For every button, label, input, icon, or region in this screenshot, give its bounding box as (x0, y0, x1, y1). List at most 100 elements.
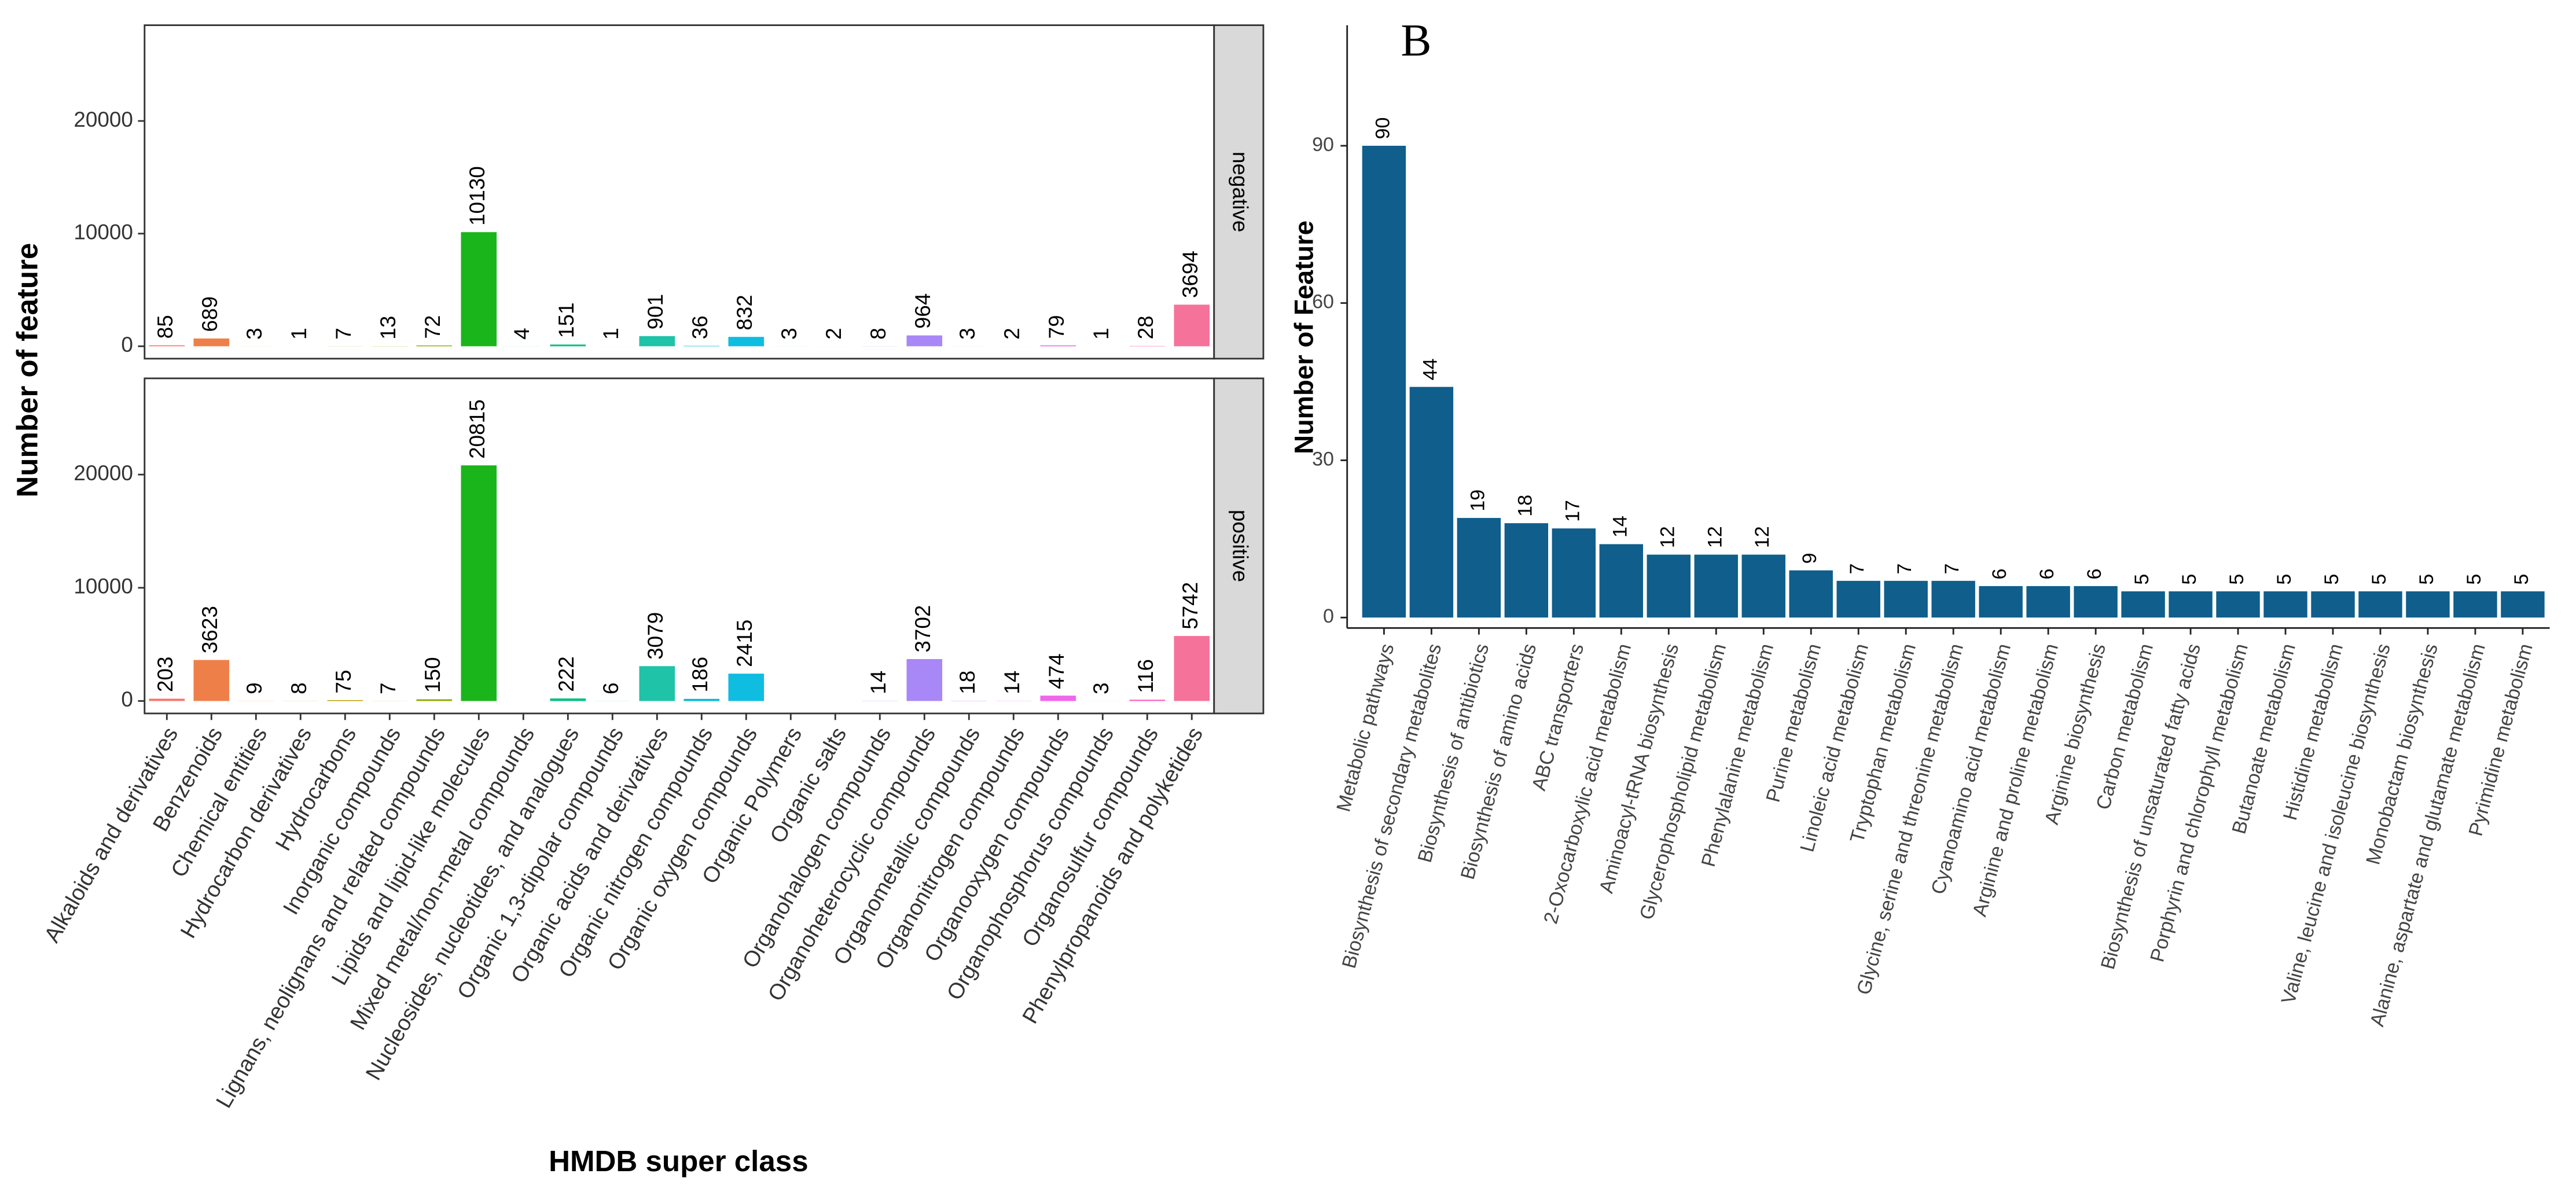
bar (461, 232, 497, 347)
value-label: 5 (2416, 574, 2438, 585)
bar (906, 659, 943, 701)
value-label: 1 (287, 328, 311, 340)
value-label: 5742 (1178, 582, 1202, 630)
bar (1040, 696, 1076, 701)
y-tick-label: 30 (1312, 448, 1334, 470)
value-label: 5 (2178, 574, 2200, 585)
bar (1741, 554, 1785, 618)
value-label: 3 (1089, 682, 1113, 694)
bar (2453, 591, 2497, 618)
value-label: 116 (1134, 659, 1157, 693)
bar (1694, 554, 1738, 618)
value-label: 90 (1372, 117, 1394, 139)
value-label: 1 (599, 328, 623, 340)
bar (416, 699, 453, 701)
value-label: 12 (1656, 526, 1678, 548)
bar (2026, 586, 2070, 618)
value-label: 13 (376, 316, 400, 340)
bar (1836, 580, 1880, 618)
value-label: 6 (599, 682, 623, 694)
bar (461, 465, 497, 701)
value-label: 689 (198, 296, 222, 332)
bar (906, 335, 943, 347)
value-label: 5 (2511, 574, 2533, 585)
value-label: 6 (2083, 569, 2105, 580)
bar (327, 700, 363, 701)
bar (1504, 523, 1549, 618)
bar (728, 337, 765, 347)
value-label: 7 (1894, 564, 1916, 575)
y-tick-label: 20000 (74, 461, 133, 485)
value-label: 8 (287, 682, 311, 694)
value-label: 28 (1134, 315, 1157, 339)
y-tick-label: 10000 (74, 575, 133, 598)
bar (683, 698, 720, 701)
bar (683, 345, 720, 347)
value-label: 5 (2368, 574, 2390, 585)
panel-frame (144, 377, 1215, 715)
value-label: 150 (421, 657, 444, 693)
value-label: 12 (1751, 526, 1773, 548)
value-label: 901 (644, 294, 667, 330)
bar (149, 345, 185, 347)
value-label: 3 (777, 328, 801, 340)
value-label: 2 (822, 328, 846, 340)
value-label: 19 (1467, 490, 1489, 512)
bar (550, 344, 586, 347)
panel-frame (144, 24, 1215, 360)
value-label: 85 (153, 315, 177, 339)
bar (1040, 345, 1076, 347)
bar (416, 345, 453, 347)
value-label: 222 (554, 656, 578, 692)
bar (1647, 554, 1691, 618)
value-label: 3702 (911, 605, 935, 653)
value-label: 474 (1045, 653, 1068, 689)
value-label: 4 (510, 328, 534, 340)
bar (1129, 345, 1166, 347)
bar (1884, 580, 1928, 618)
bar (550, 698, 586, 701)
bar (2501, 591, 2545, 618)
value-label: 2 (1000, 328, 1024, 340)
bar (1552, 528, 1596, 618)
bar (1174, 636, 1210, 701)
value-label: 3694 (1178, 251, 1202, 298)
value-label: 1 (1089, 328, 1113, 340)
bar (1457, 518, 1501, 618)
value-label: 18 (1514, 495, 1536, 517)
value-label: 3 (242, 328, 266, 340)
facet-label: negative (1229, 152, 1252, 232)
bar (1979, 586, 2023, 618)
value-label: 18 (956, 671, 979, 694)
value-label: 3623 (198, 606, 222, 653)
facet-strip (1213, 377, 1265, 715)
bar (149, 698, 185, 701)
value-label: 7 (1846, 564, 1868, 575)
bar (1129, 700, 1166, 701)
bar (1789, 570, 1833, 618)
value-label: 9 (242, 682, 266, 694)
facet-label: positive (1229, 510, 1252, 582)
value-label: 5 (2226, 574, 2248, 585)
value-label: 10130 (465, 166, 489, 226)
y-axis-title: Number of Feature (1289, 220, 1319, 454)
value-label: 44 (1419, 358, 1441, 380)
value-label: 20815 (465, 399, 489, 459)
value-label: 8 (866, 328, 890, 340)
value-label: 7 (332, 328, 355, 340)
y-tick-label: 0 (1323, 605, 1334, 627)
y-tick-label: 0 (121, 333, 133, 356)
value-label: 12 (1704, 526, 1726, 548)
value-label: 3 (956, 328, 979, 340)
value-label: 964 (911, 293, 935, 329)
bar (2121, 591, 2165, 618)
value-label: 36 (688, 315, 712, 339)
value-label: 151 (554, 303, 578, 339)
bar (639, 336, 675, 347)
value-label: 832 (733, 295, 756, 330)
bar (2406, 591, 2450, 618)
value-label: 7 (376, 682, 400, 694)
bar (1174, 304, 1210, 347)
